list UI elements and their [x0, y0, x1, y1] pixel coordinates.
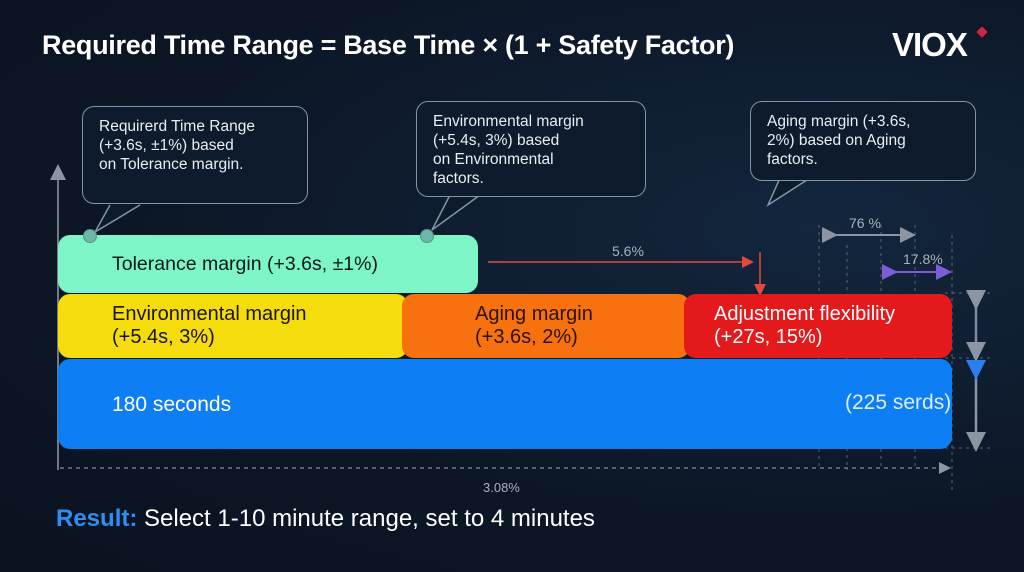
bar-label: Adjustment flexibility: [714, 303, 896, 325]
callout-aging: Aging margin (+3.6s, 2%) based on Aging …: [750, 101, 976, 181]
callout-line: factors.: [433, 170, 484, 187]
bar-value: (+5.4s, 3%): [112, 326, 215, 348]
total-label: (225 serds): [845, 391, 952, 414]
bar-label: Aging margin: [475, 303, 593, 325]
anchor-dot-icon: [420, 229, 434, 243]
anchor-dot-icon: [83, 229, 97, 243]
bar-adjustment: Adjustment flexibility (+27s, 15%): [684, 294, 952, 358]
callout-line: Aging margin (+3.6s,: [767, 113, 911, 130]
callout-tolerance: Requirerd Time Range (+3.6s, ±1%) based …: [82, 106, 308, 204]
callout-line: on Tolerance margin.: [99, 156, 244, 173]
bar-label: Environmental margin: [112, 303, 307, 325]
callout-line: Requirerd Time Range: [99, 118, 255, 135]
callout-line: (+5.4s, 3%) based: [433, 132, 560, 149]
bar-value: (+3.6s, 2%): [475, 326, 578, 348]
callout-line: (+3.6s, ±1%) based: [99, 137, 234, 154]
result-text: Select 1-10 minute range, set to 4 minut…: [137, 505, 595, 532]
bar-label: Tolerance margin (+3.6s, ±1%): [112, 252, 378, 275]
result-line: Result: Select 1-10 minute range, set to…: [56, 505, 595, 533]
bar-environmental: Environmental margin (+5.4s, 3%): [58, 294, 408, 358]
purple-pct-label: 17.8%: [903, 251, 943, 267]
bar-aging: Aging margin (+3.6s, 2%): [402, 294, 690, 358]
callout-environmental: Environmental margin (+5.4s, 3%) based o…: [416, 101, 646, 197]
page-title: Required Time Range = Base Time × (1 + S…: [42, 30, 735, 60]
bar-tolerance: Tolerance margin (+3.6s, ±1%): [58, 235, 478, 293]
callout-line: Environmental margin: [433, 113, 584, 130]
callout-line: factors.: [767, 151, 818, 168]
callout-line: 2%) based on Aging: [767, 132, 906, 149]
logo: VIOX: [892, 26, 968, 63]
bar-base: 180 seconds: [58, 359, 952, 449]
callout-line: on Environmental: [433, 151, 554, 168]
bar-label: 180 seconds: [112, 392, 232, 416]
arrow-pct-label: 5.6%: [612, 243, 644, 259]
result-key: Result:: [56, 505, 138, 532]
bar-value: (+27s, 15%): [714, 326, 823, 348]
top-pct-label: 76 %: [849, 215, 881, 231]
bottom-pct-label: 3.08%: [483, 480, 520, 495]
